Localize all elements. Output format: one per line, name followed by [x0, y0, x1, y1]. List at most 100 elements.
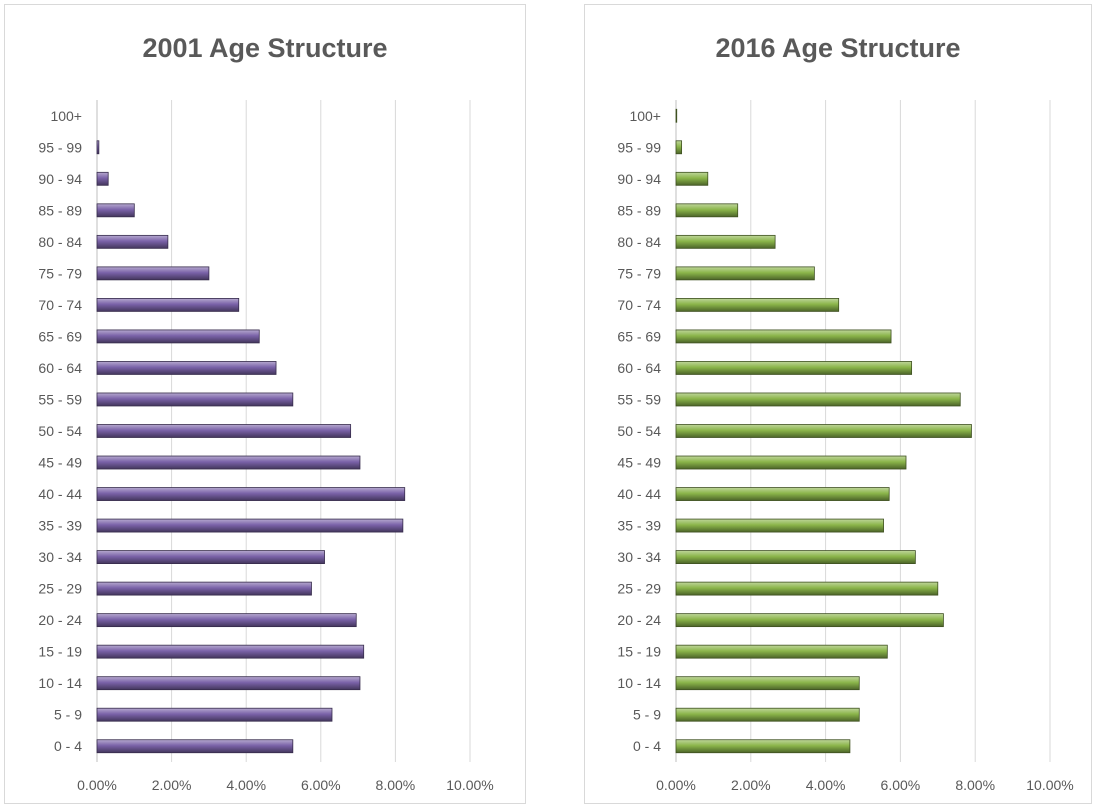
y-tick-label: 15 - 19: [38, 644, 82, 660]
bar: [675, 171, 709, 186]
chart-title: 2001 Age Structure: [142, 33, 388, 63]
y-tick-label: 0 - 4: [633, 738, 661, 754]
bar: [96, 329, 260, 344]
bar: [675, 392, 961, 407]
chart-title: 2016 Age Structure: [715, 33, 961, 63]
bar: [675, 329, 892, 344]
y-tick-label: 75 - 79: [38, 265, 82, 281]
bar: [96, 298, 240, 312]
y-tick-label: 55 - 59: [617, 391, 661, 407]
bar: [675, 298, 840, 312]
x-tick-label: 10.00%: [446, 777, 493, 793]
bar: [675, 707, 860, 722]
y-tick-label: 30 - 34: [38, 549, 82, 565]
y-tick-label: 70 - 74: [38, 297, 82, 313]
y-tick-label: 80 - 84: [38, 234, 82, 250]
bar: [96, 707, 333, 722]
bar: [675, 550, 916, 564]
y-tick-label: 5 - 9: [633, 707, 661, 723]
y-tick-label: 10 - 14: [38, 675, 82, 691]
bar: [675, 266, 815, 281]
x-tick-label: 0.00%: [656, 777, 696, 793]
x-tick-label: 8.00%: [376, 777, 416, 793]
bar: [96, 455, 361, 470]
x-tick-label: 6.00%: [881, 777, 921, 793]
y-tick-label: 45 - 49: [38, 455, 82, 471]
bar: [675, 455, 907, 470]
bar: [96, 203, 135, 218]
y-tick-label: 45 - 49: [617, 455, 661, 471]
y-tick-label: 65 - 69: [617, 328, 661, 344]
y-tick-label: 25 - 29: [38, 581, 82, 597]
bar: [96, 644, 365, 659]
bar: [675, 234, 776, 249]
y-tick-label: 30 - 34: [617, 549, 661, 565]
y-tick-label: 70 - 74: [617, 297, 661, 313]
bar: [96, 171, 109, 186]
bar: [675, 108, 678, 123]
bar-chart-2016: 0.00% 2.00% 4.00% 6.00% 8.00% 10.00% 100+ 95 - …: [617, 100, 1074, 793]
y-tick-label: 10 - 14: [617, 675, 661, 691]
bar: [675, 518, 884, 533]
y-tick-label: 90 - 94: [38, 171, 82, 187]
bar: [96, 550, 325, 564]
x-tick-label: 10.00%: [1026, 777, 1073, 793]
y-tick-label: 40 - 44: [617, 486, 661, 502]
y-tick-label: 20 - 24: [38, 612, 82, 628]
x-tick-label: 4.00%: [226, 777, 266, 793]
bar: [96, 266, 210, 281]
bar: [675, 487, 890, 501]
bar: [96, 518, 404, 533]
x-tick-label: 0.00%: [77, 777, 117, 793]
bar: [96, 676, 361, 691]
y-tick-label: 85 - 89: [38, 202, 82, 218]
y-tick-label: 95 - 99: [617, 139, 661, 155]
y-tick-label: 60 - 64: [38, 360, 82, 376]
bar: [96, 613, 357, 628]
bar: [96, 739, 294, 754]
y-tick-label: 0 - 4: [54, 738, 82, 754]
y-tick-label: 95 - 99: [38, 139, 82, 155]
y-tick-label: 60 - 64: [617, 360, 661, 376]
bar: [96, 424, 352, 438]
x-tick-label: 6.00%: [301, 777, 341, 793]
y-tick-label: 55 - 59: [38, 391, 82, 407]
y-tick-label: 100+: [629, 108, 661, 124]
bar: [96, 234, 169, 249]
bar: [96, 361, 277, 375]
y-tick-label: 65 - 69: [38, 328, 82, 344]
y-tick-label: 50 - 54: [38, 423, 82, 439]
bar: [96, 140, 100, 155]
bar: [675, 676, 860, 691]
y-tick-label: 90 - 94: [617, 171, 661, 187]
bar: [675, 424, 972, 438]
bar-chart-2001: 0.00% 2.00% 4.00% 6.00% 8.00% 10.00% 100+ 95 - …: [38, 100, 494, 793]
y-tick-label: 15 - 19: [617, 644, 661, 660]
y-tick-label: 5 - 9: [54, 707, 82, 723]
y-tick-label: 35 - 39: [617, 518, 661, 534]
bar: [675, 739, 851, 754]
y-tick-label: 85 - 89: [617, 202, 661, 218]
y-tick-label: 75 - 79: [617, 265, 661, 281]
y-tick-label: 25 - 29: [617, 581, 661, 597]
y-tick-label: 40 - 44: [38, 486, 82, 502]
x-tick-label: 2.00%: [152, 777, 192, 793]
y-tick-label: 35 - 39: [38, 518, 82, 534]
bar: [675, 581, 939, 596]
y-tick-label: 80 - 84: [617, 234, 661, 250]
x-tick-label: 8.00%: [955, 777, 995, 793]
chart-panel-2016: 2016 Age Structure 0.00% 2.00% 4.00% 6.00% 8…: [584, 4, 1092, 804]
bar: [675, 203, 739, 218]
bar: [675, 644, 888, 659]
bar: [96, 392, 294, 407]
y-tick-label: 20 - 24: [617, 612, 661, 628]
y-tick-label: 100+: [50, 108, 82, 124]
y-tick-label: 50 - 54: [617, 423, 661, 439]
chart-panel-2001: 2001 Age Structure 0.00% 2.00% 4.00% 6.00% 8…: [4, 4, 526, 804]
bar: [675, 140, 683, 155]
bar: [675, 613, 944, 628]
bar: [96, 581, 312, 596]
x-tick-label: 2.00%: [731, 777, 771, 793]
x-tick-label: 4.00%: [806, 777, 846, 793]
bar: [96, 487, 406, 501]
